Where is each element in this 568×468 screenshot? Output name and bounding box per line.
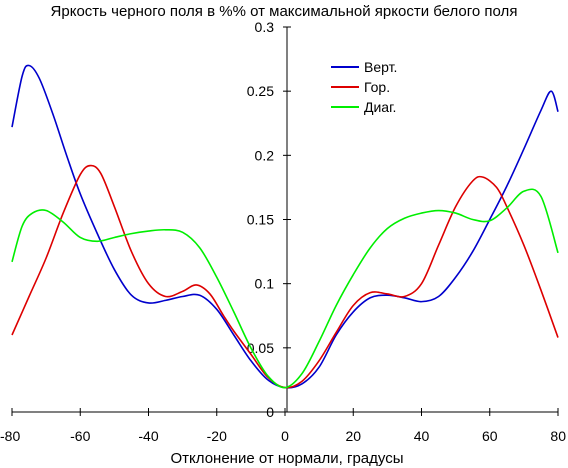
x-tick-label: 20 (345, 428, 361, 444)
series-line-hor (11, 164, 559, 389)
legend-label-hor: Гор. (364, 79, 390, 95)
chart-title: Яркость черного поля в %% от максимально… (51, 3, 518, 20)
series-lines (11, 64, 559, 389)
x-tick-label: -60 (70, 428, 90, 444)
y-tick-label: 0.1 (255, 276, 275, 292)
x-tick-label: -80 (0, 428, 20, 444)
x-tick-label: 80 (550, 428, 566, 444)
x-tick-label: 60 (482, 428, 498, 444)
y-tick-label: 0 (266, 404, 274, 420)
x-tick-label: -40 (138, 428, 158, 444)
y-tick-label: 0.2 (255, 147, 275, 163)
y-tick-label: 0.3 (255, 19, 275, 35)
series-line-diag (11, 188, 559, 389)
legend-label-diag: Диаг. (364, 99, 396, 115)
x-axis-label: Отклонение от нормали, градусы (171, 450, 404, 467)
x-tick-label: 40 (414, 428, 430, 444)
x-tick-label: -20 (207, 428, 227, 444)
legend: Верт. Гор. Диаг. (331, 59, 397, 115)
series-line-vert (11, 64, 559, 389)
legend-label-vert: Верт. (364, 59, 397, 75)
x-tick-label: 0 (281, 428, 289, 444)
y-tick-label: 0.25 (247, 83, 274, 99)
y-tick-label: 0.15 (247, 212, 274, 228)
axes: -80 -60 -40 -20 0 20 40 60 8000.050.10.150.20.25… (0, 19, 566, 444)
